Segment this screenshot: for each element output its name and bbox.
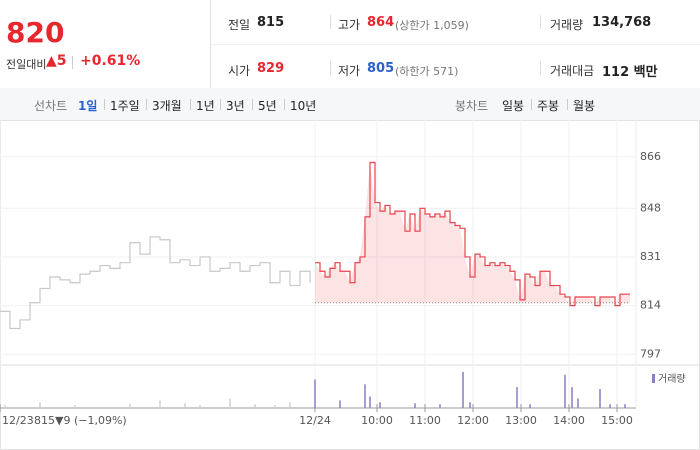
divider — [540, 61, 541, 75]
volume-bar — [379, 402, 381, 408]
tab[interactable]: 10년 — [290, 99, 317, 113]
separator — [252, 99, 253, 110]
tab[interactable]: 5년 — [258, 99, 277, 113]
x-tick-label: 15:00 — [601, 414, 633, 427]
tab[interactable]: 3개월 — [152, 99, 182, 113]
x-tick-label: 12/24 — [299, 414, 331, 427]
x-tick-label: 13:00 — [505, 414, 537, 427]
volume-bar — [254, 404, 256, 408]
x-tick-label: 10:00 — [361, 414, 393, 427]
value: 815 — [257, 15, 285, 30]
divider — [330, 15, 331, 29]
volume-bar — [369, 396, 371, 408]
volume-bar — [289, 402, 291, 408]
tab[interactable]: 주봉 — [537, 99, 560, 113]
separator — [190, 99, 191, 110]
x-tick-label: 11:00 — [409, 414, 441, 427]
prev-close: 815 — [34, 414, 55, 427]
x-tick-label: 12/23 — [2, 414, 34, 427]
volume-bar — [274, 405, 276, 408]
price: 820 — [6, 16, 65, 49]
change-label: 전일대비 — [6, 58, 47, 71]
quote-header: 820 전일대비 ▲5 +0.61% 전일 815 고가 864 (상한가 1,… — [0, 0, 700, 89]
volume-bar — [469, 402, 471, 408]
volume-bar — [462, 371, 464, 408]
chart: 866 848 831 814 797 12/23 12/24 10:00 11:00 12:00… — [0, 120, 700, 450]
volume-bar — [229, 398, 231, 408]
prev-change: ▼9 (−1,09%) — [55, 414, 127, 427]
tab[interactable]: 1년 — [196, 99, 215, 113]
y-tick-label: 797 — [640, 347, 661, 360]
y-tick-label: 866 — [640, 150, 661, 163]
volume-bar — [199, 405, 201, 408]
area-fill — [315, 162, 630, 306]
divider — [72, 56, 73, 69]
label: 저가 — [338, 64, 361, 78]
change-pct: +0.61% — [80, 53, 141, 69]
volume-bar — [339, 400, 341, 408]
volume-bar — [599, 389, 601, 408]
label: 고가 — [338, 18, 361, 32]
volume-bar — [414, 403, 416, 408]
tab-group-label: 선차트 — [34, 99, 68, 113]
x-tick-label: 14:00 — [553, 414, 585, 427]
volume-bar — [74, 405, 76, 408]
label: 전일 — [228, 18, 251, 32]
limit: (상한가 1,059) — [395, 19, 469, 32]
volume-bar — [364, 384, 366, 408]
divider — [330, 61, 331, 75]
period-tabs: 선차트 봉차트 1일 1주일 3개월 1년 3년 5년 10년 일봉 주봉 월봉 — [0, 88, 700, 121]
divider — [540, 15, 541, 29]
y-tick-label: 848 — [640, 201, 661, 214]
label: 시가 — [228, 64, 251, 78]
divider — [210, 0, 211, 88]
separator — [220, 99, 221, 110]
volume-bar — [159, 400, 161, 408]
volume-bar — [314, 379, 316, 408]
separator — [104, 99, 105, 110]
legend-label: 거래량 — [658, 373, 686, 385]
value: 805 — [367, 61, 395, 76]
tab[interactable]: 월봉 — [573, 99, 596, 113]
volume-bar — [39, 402, 41, 408]
volume-bar — [439, 404, 441, 408]
label: 거래대금 — [550, 64, 595, 78]
tab[interactable]: 1주일 — [110, 99, 140, 113]
y-tick-label: 831 — [640, 250, 661, 263]
price-line — [315, 161, 630, 307]
volume-bar — [129, 404, 131, 408]
separator — [146, 99, 147, 110]
volume-bar — [529, 404, 531, 408]
legend-swatch — [652, 374, 655, 383]
volume-bar — [577, 398, 579, 408]
separator — [284, 99, 285, 110]
value: 864 — [367, 15, 395, 30]
divider — [211, 44, 700, 45]
tab-group-label: 봉차트 — [455, 99, 489, 113]
volume-bar — [4, 405, 6, 408]
label: 거래량 — [550, 18, 584, 32]
x-tick-label: 12:00 — [457, 414, 489, 427]
value: 134,768 — [592, 15, 652, 30]
y-tick-label: 814 — [640, 299, 661, 312]
separator — [531, 99, 532, 110]
value: 112 백만 — [602, 65, 658, 80]
volume-bar — [516, 387, 518, 408]
price-line — [0, 236, 311, 330]
tab[interactable]: 일봉 — [502, 99, 525, 113]
volume-bar — [609, 404, 611, 408]
volume-bar — [564, 374, 566, 408]
tab[interactable]: 3년 — [226, 99, 245, 113]
change: ▲5 — [46, 53, 67, 69]
separator — [567, 99, 568, 110]
volume-bar — [571, 387, 573, 408]
limit: (하한가 571) — [395, 65, 459, 78]
tab[interactable]: 1일 — [78, 99, 98, 113]
value: 829 — [257, 61, 285, 76]
volume-bar — [624, 404, 626, 408]
volume-bar — [184, 403, 186, 408]
